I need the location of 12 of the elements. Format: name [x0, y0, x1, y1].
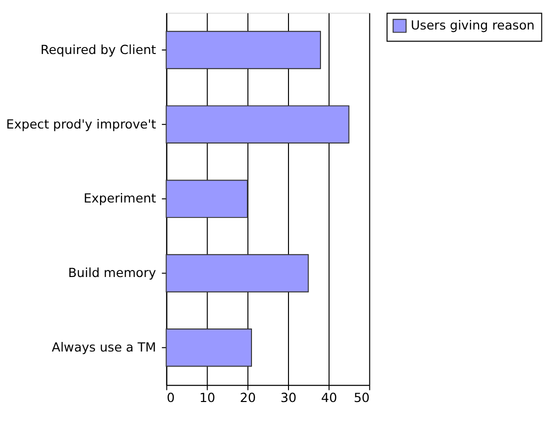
y-tick-label: Build memory — [68, 265, 157, 280]
y-tick-label: Experiment — [84, 190, 156, 206]
y-tick-label: Expect prod'y improve't — [6, 116, 156, 132]
legend-label: Users giving reason — [410, 18, 535, 33]
x-tick-label: 40 — [321, 390, 338, 405]
x-tick-label: 10 — [199, 390, 216, 405]
x-tick-label: 0 — [166, 390, 175, 405]
x-tick-label: 20 — [240, 390, 256, 405]
y-tick-label: Always use a TM — [52, 340, 156, 355]
y-tick-label: Required by Client — [40, 42, 156, 57]
x-tick-label: 50 — [354, 390, 370, 405]
x-tick-label: 30 — [280, 390, 296, 405]
